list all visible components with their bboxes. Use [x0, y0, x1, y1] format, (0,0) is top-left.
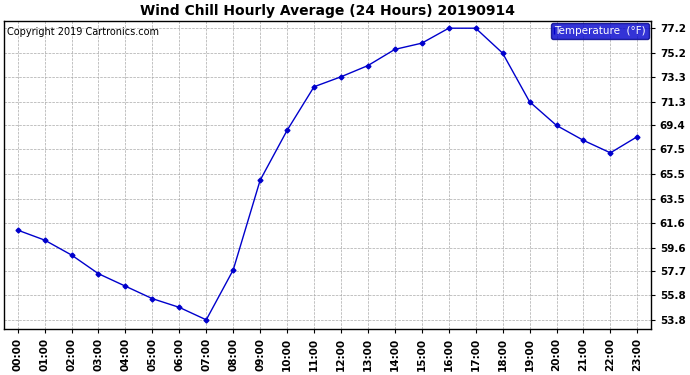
- Title: Wind Chill Hourly Average (24 Hours) 20190914: Wind Chill Hourly Average (24 Hours) 201…: [140, 4, 515, 18]
- Text: Copyright 2019 Cartronics.com: Copyright 2019 Cartronics.com: [8, 27, 159, 37]
- Legend: Temperature  (°F): Temperature (°F): [551, 23, 649, 39]
